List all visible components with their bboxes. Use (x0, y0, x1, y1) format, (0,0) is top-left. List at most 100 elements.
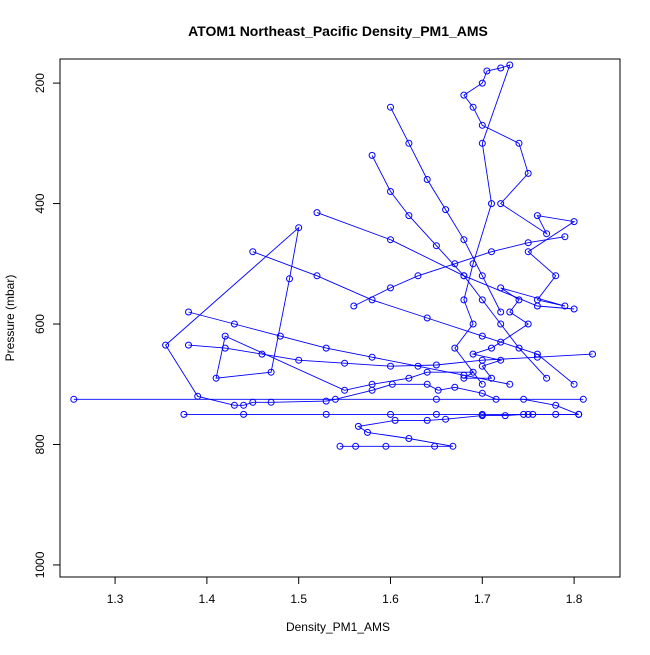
data-point (341, 386, 349, 394)
data-point (469, 103, 477, 111)
data-point (543, 230, 551, 238)
data-point (478, 356, 486, 364)
y-tick-label: 1000 (33, 551, 47, 578)
data-point (533, 302, 541, 310)
series-3 (185, 341, 596, 370)
data-point (533, 350, 541, 358)
data-point (442, 415, 450, 423)
data-point (478, 79, 486, 87)
data-point (478, 296, 486, 304)
data-point (432, 395, 440, 403)
data-point (240, 410, 248, 418)
data-point (506, 308, 514, 316)
plot-frame (59, 58, 621, 578)
data-point (469, 320, 477, 328)
data-point (570, 218, 578, 226)
data-point (478, 332, 486, 340)
data-point (460, 236, 468, 244)
data-point (322, 344, 330, 352)
data-point (387, 103, 394, 111)
data-point (469, 368, 477, 376)
series-line (316, 212, 575, 310)
data-point (552, 272, 560, 280)
data-point (405, 139, 413, 147)
data-point (313, 272, 321, 280)
data-point (488, 374, 495, 382)
series-line (353, 236, 565, 307)
data-point (368, 380, 376, 388)
data-point (423, 176, 431, 183)
data-point (575, 410, 583, 418)
y-axis-label: Pressure (mbar) (3, 275, 17, 362)
data-point (442, 206, 450, 214)
data-point (497, 320, 505, 328)
data-point (497, 308, 505, 316)
data-point (258, 350, 266, 358)
data-point (387, 362, 394, 370)
data-point (451, 383, 459, 391)
x-tick-label: 1.6 (382, 592, 399, 606)
data-point (431, 442, 439, 450)
x-axis-label: Density_PM1_AMS (286, 620, 390, 634)
data-point (387, 284, 394, 292)
chart-title: ATOM1 Northeast_Pacific Density_PM1_AMS (188, 23, 488, 39)
data-point (570, 380, 578, 388)
data-point (180, 410, 188, 418)
data-point (451, 344, 459, 352)
data-point (230, 320, 238, 328)
data-point (497, 200, 505, 208)
data-point (524, 169, 532, 177)
data-point (552, 401, 560, 409)
series-1 (70, 395, 587, 403)
data-point (432, 242, 440, 250)
series-line (188, 344, 593, 367)
y-tick-label: 400 (33, 193, 47, 213)
data-point (295, 356, 303, 364)
data-point (391, 416, 399, 424)
data-point (405, 374, 413, 382)
data-point (570, 305, 578, 313)
data-point (313, 209, 321, 217)
series-9 (387, 103, 505, 316)
data-point (423, 368, 431, 376)
series-2 (180, 410, 583, 418)
data-point (230, 401, 238, 409)
x-axis: 1.3 1.4 1.5 1.6 1.7 1.8 (107, 577, 583, 606)
data-point (506, 61, 514, 69)
data-point (405, 212, 413, 220)
x-tick-label: 1.8 (566, 592, 583, 606)
data-point (589, 350, 596, 358)
series-line (390, 106, 502, 313)
data-point (524, 410, 532, 418)
series-5 (350, 233, 569, 310)
data-point (414, 272, 422, 280)
data-point (460, 272, 468, 280)
data-point (423, 380, 431, 388)
series-8 (368, 151, 551, 382)
data-point (322, 410, 330, 418)
data-point (524, 239, 532, 247)
data-point (387, 410, 394, 418)
data-point (322, 397, 330, 405)
data-point (382, 442, 390, 450)
data-point (295, 224, 303, 232)
series-line (371, 155, 547, 379)
data-point (543, 374, 551, 382)
data-point (515, 139, 523, 147)
data-point (267, 368, 275, 376)
data-point (388, 380, 396, 388)
data-point (341, 359, 349, 367)
data-point (515, 344, 523, 352)
data-point (497, 356, 505, 364)
data-point (449, 442, 457, 450)
data-point (286, 275, 293, 283)
data-point (185, 308, 192, 316)
data-point (423, 416, 431, 424)
data-point (70, 395, 78, 403)
data-point (478, 389, 486, 397)
data-point (478, 139, 486, 147)
data-point (488, 344, 495, 352)
data-point (368, 353, 376, 361)
